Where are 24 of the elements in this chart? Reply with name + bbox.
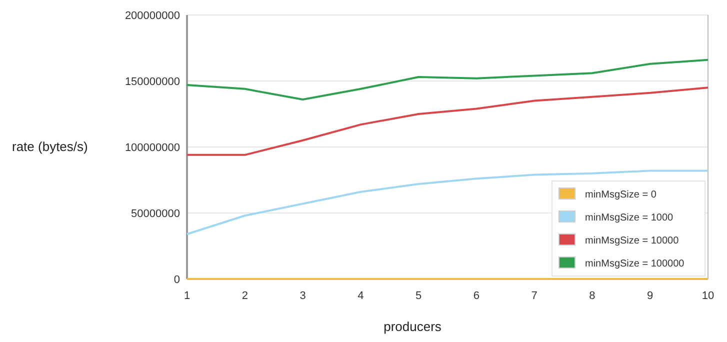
x-tick-label: 6 bbox=[473, 290, 480, 302]
x-tick-label: 8 bbox=[589, 290, 596, 302]
y-tick-label: 0 bbox=[174, 274, 180, 286]
x-axis-title: producers bbox=[384, 319, 442, 334]
x-tick-label: 5 bbox=[415, 290, 422, 302]
line-series bbox=[186, 170, 709, 236]
x-tick-label: 4 bbox=[358, 290, 364, 302]
legend-label: minMsgSize = 0 bbox=[585, 190, 657, 200]
x-tick-label: 9 bbox=[647, 290, 654, 302]
legend-label: minMsgSize = 10000 bbox=[585, 236, 680, 246]
line-series bbox=[186, 58, 709, 100]
x-tick-label: 1 bbox=[184, 290, 190, 302]
y-tick-label: 150000000 bbox=[124, 76, 180, 88]
x-tick-label: 2 bbox=[242, 290, 248, 302]
legend-label: minMsgSize = 1000 bbox=[585, 212, 674, 224]
x-tick-label: 3 bbox=[300, 290, 306, 302]
legend-label: minMsgSize = 100000 bbox=[585, 258, 685, 270]
y-tick-label: 100000000 bbox=[124, 142, 180, 154]
y-tick-label: 50000000 bbox=[131, 208, 180, 220]
x-tick-label: 7 bbox=[531, 290, 538, 302]
y-tick-label: 200000000 bbox=[124, 10, 180, 22]
y-axis-title: rate (bytes/s) bbox=[12, 139, 88, 154]
line-series bbox=[186, 86, 709, 156]
x-tick-label: 10 bbox=[702, 290, 714, 302]
